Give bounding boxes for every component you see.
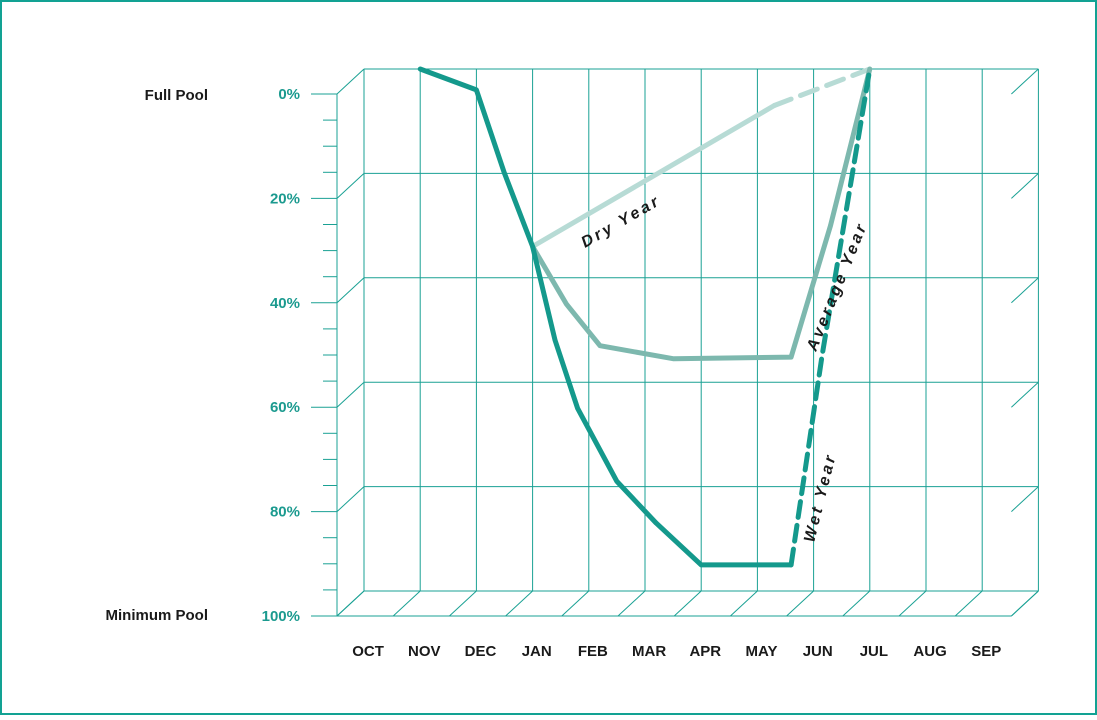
axis-depth-line	[336, 277, 365, 304]
series-line-average-year	[530, 66, 873, 362]
grid-depth-line	[1011, 590, 1039, 617]
x-month-label: MAR	[632, 643, 666, 660]
series-line-dry-year-dashed	[771, 66, 873, 108]
x-month-labels: OCT NOV DEC JAN FEB MAR APR MAY JUN JUL AUG SEP	[352, 643, 1001, 660]
y-tick-label: 0%	[278, 86, 300, 103]
floor-depth-line	[954, 590, 983, 617]
x-month-label: DEC	[465, 643, 497, 660]
chart-grid	[363, 68, 1039, 617]
grid-depth-line	[1011, 486, 1039, 512]
floor-depth-line	[505, 590, 533, 617]
floor-depth-line	[898, 590, 927, 617]
minimum-pool-label: Minimum Pool	[106, 607, 209, 624]
x-month-label: JUL	[860, 643, 888, 660]
series-line-wet-year-refill	[788, 66, 873, 568]
grid-depth-line	[1011, 277, 1039, 304]
y-tick-label: 20%	[270, 190, 300, 207]
series-lines	[417, 66, 873, 568]
axis-depth-line	[336, 486, 365, 512]
x-month-label: JUN	[803, 643, 833, 660]
y-tick-label: 40%	[270, 295, 300, 312]
floor-depth-line	[786, 590, 814, 617]
x-month-label: MAY	[746, 643, 778, 660]
floor-depth-line	[561, 590, 590, 617]
series-line-dry-year	[530, 103, 777, 249]
axis-depth-line	[336, 173, 365, 199]
axis-depth-line	[336, 381, 365, 408]
floor-depth-line	[730, 590, 758, 617]
x-month-label: APR	[689, 643, 721, 660]
grid-depth-line	[1011, 381, 1039, 408]
y-tick-label: 60%	[270, 399, 300, 416]
chart-floor	[311, 590, 1039, 617]
grid-depth-line	[1011, 173, 1039, 199]
x-month-label: SEP	[971, 643, 1001, 660]
y-axis	[311, 68, 365, 617]
axis-depth-line	[336, 590, 365, 617]
grid-depth-line	[1011, 68, 1039, 95]
x-month-label: AUG	[913, 643, 946, 660]
x-month-label: OCT	[352, 643, 384, 660]
floor-depth-line	[392, 590, 421, 617]
floor-depth-line	[617, 590, 646, 617]
y-tick-labels: 0% 20% 40% 60% 80% 100%	[262, 86, 300, 625]
floor-depth-line	[842, 590, 871, 617]
x-month-label: JAN	[522, 643, 552, 660]
y-tick-label: 100%	[262, 608, 300, 625]
y-tick-label: 80%	[270, 504, 300, 521]
floor-depth-line	[449, 590, 477, 617]
x-month-label: NOV	[408, 643, 441, 660]
series-line-wet-year	[417, 66, 794, 568]
full-pool-label: Full Pool	[145, 87, 208, 104]
axis-depth-line	[336, 68, 365, 95]
floor-depth-line	[673, 590, 702, 617]
x-month-label: FEB	[578, 643, 608, 660]
